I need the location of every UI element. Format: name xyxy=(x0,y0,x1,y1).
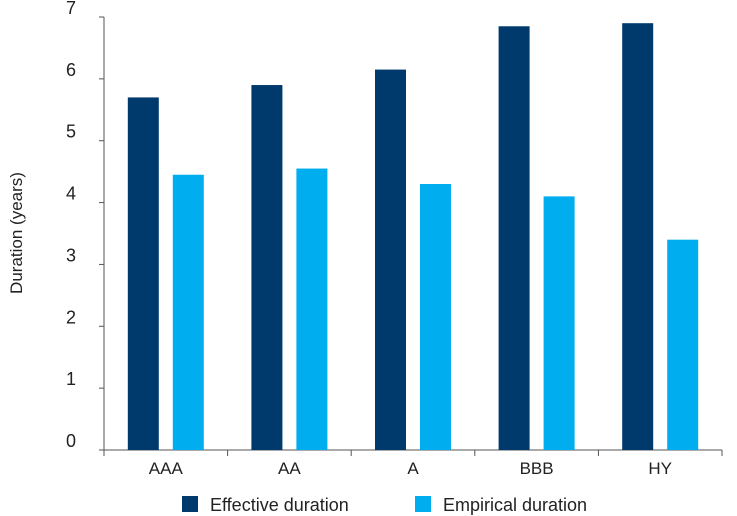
bar-empirical-duration xyxy=(543,196,575,450)
legend-swatch xyxy=(415,496,431,512)
y-tick-label: 2 xyxy=(66,307,76,327)
legend: Effective duration Empirical duration xyxy=(182,495,587,515)
bar-effective-duration xyxy=(498,26,530,451)
y-axis-title: Duration (years) xyxy=(7,172,26,294)
legend-label: Empirical duration xyxy=(443,495,587,515)
y-tick-label: 6 xyxy=(66,60,76,80)
x-axis: AAA AA A BBB HY xyxy=(103,449,723,478)
x-category-label: BBB xyxy=(520,459,554,478)
bar-empirical-duration xyxy=(296,168,328,451)
y-tick-label: 3 xyxy=(66,245,76,265)
bar-effective-duration xyxy=(375,69,406,450)
bars xyxy=(127,23,699,451)
bar-effective-duration xyxy=(127,97,159,451)
bar-empirical-duration xyxy=(420,184,451,450)
y-tick-label: 0 xyxy=(66,431,76,451)
y-tick-label: 7 xyxy=(66,0,76,18)
x-category-label: AAA xyxy=(149,459,184,478)
bar-empirical-duration xyxy=(172,174,204,450)
bar-empirical-duration xyxy=(667,239,699,450)
bar-effective-duration xyxy=(251,85,283,451)
x-category-label: A xyxy=(407,459,419,478)
x-category-label: AA xyxy=(278,459,301,478)
legend-swatch xyxy=(182,496,198,512)
y-tick-label: 4 xyxy=(66,184,76,204)
y-tick-label: 5 xyxy=(66,122,76,142)
legend-label: Effective duration xyxy=(210,495,349,515)
bar-effective-duration xyxy=(622,23,654,450)
y-axis: 0 1 2 3 4 5 6 7 xyxy=(66,0,105,451)
x-category-label: HY xyxy=(648,459,672,478)
y-tick-label: 1 xyxy=(66,369,76,389)
